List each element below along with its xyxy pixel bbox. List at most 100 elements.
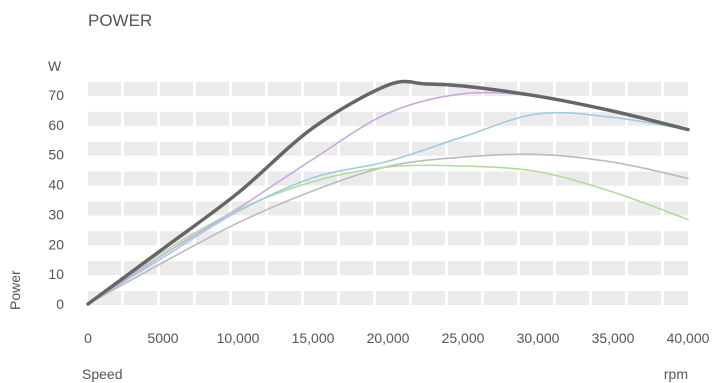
grid-band (448, 291, 481, 305)
grid-band (412, 111, 445, 126)
x-tick-label: 15,000 (292, 330, 335, 346)
x-tick-label: 0 (84, 330, 92, 346)
grid-band (232, 111, 265, 126)
grid-band (628, 171, 661, 186)
grid-band (376, 231, 409, 246)
y-unit-label: W (48, 58, 62, 74)
grid-band (556, 111, 589, 126)
grid-band (160, 261, 193, 276)
grid-band (556, 291, 589, 305)
grid-band (376, 261, 409, 276)
grid-band (88, 231, 121, 246)
grid-band (592, 261, 625, 276)
series-line-4 (87, 164, 689, 305)
x-tick-label: 40,000 (667, 330, 710, 346)
grid-band (124, 111, 157, 126)
grid-band (88, 111, 121, 126)
grid-band (124, 171, 157, 186)
grid-band (304, 201, 337, 216)
grid-band (160, 201, 193, 216)
grid-band (340, 141, 373, 156)
grid-band (340, 111, 373, 126)
grid-band (592, 82, 625, 96)
x-tick-label: 20,000 (367, 330, 410, 346)
grid-band (340, 171, 373, 186)
grid-band (628, 82, 661, 96)
grid-band (520, 231, 553, 246)
grid-band (628, 231, 661, 246)
y-axis-title: Power (7, 270, 23, 310)
grid-band (484, 261, 517, 276)
grid-band (628, 261, 661, 276)
grid-band (484, 171, 517, 186)
grid-band (592, 291, 625, 305)
grid-band (520, 141, 553, 156)
grid-band (196, 82, 229, 96)
grid-band (196, 261, 229, 276)
grid-band (340, 291, 373, 305)
series-lines (86, 79, 690, 306)
grid-band (268, 231, 301, 246)
grid-band (232, 201, 265, 216)
grid-band (484, 201, 517, 216)
grid-band (412, 201, 445, 216)
grid-band (664, 261, 688, 276)
grid-band (376, 291, 409, 305)
grid-band (412, 261, 445, 276)
grid-band (628, 291, 661, 305)
grid-band (664, 141, 688, 156)
grid-band (484, 111, 517, 126)
x-tick-label: 30,000 (517, 330, 560, 346)
y-tick-labels: 0 10 20 30 40 50 60 70 (48, 87, 64, 312)
grid-band (592, 201, 625, 216)
grid-band (268, 82, 301, 96)
grid-band (160, 111, 193, 126)
x-tick-label: 35,000 (592, 330, 635, 346)
y-tick-label: 60 (48, 117, 64, 133)
grid-band (520, 291, 553, 305)
grid-band (556, 201, 589, 216)
grid-band (124, 141, 157, 156)
grid-band (592, 141, 625, 156)
grid-band (160, 171, 193, 186)
grid-band (268, 201, 301, 216)
grid-band (448, 201, 481, 216)
grid-band (88, 82, 121, 96)
grid-band (376, 201, 409, 216)
grid-band (304, 261, 337, 276)
x-unit-label: rpm (664, 366, 688, 382)
grid-band (196, 141, 229, 156)
grid-band (268, 111, 301, 126)
y-tick-label: 20 (48, 236, 64, 252)
grid-band (268, 291, 301, 305)
series-line-3 (87, 111, 689, 305)
y-tick-label: 30 (48, 206, 64, 222)
grid-band (484, 291, 517, 305)
grid-band (448, 171, 481, 186)
grid-band (664, 231, 688, 246)
grid-band (304, 231, 337, 246)
grid-band (88, 291, 121, 305)
grid-band (124, 231, 157, 246)
grid-band (412, 231, 445, 246)
grid-band (628, 201, 661, 216)
grid-band (304, 291, 337, 305)
grid-band (232, 231, 265, 246)
grid-band (664, 171, 688, 186)
grid-band (268, 261, 301, 276)
x-axis-title: Speed (82, 366, 122, 382)
grid-band (196, 171, 229, 186)
chart-title: POWER (88, 11, 152, 30)
grid-band (520, 201, 553, 216)
grid-band (592, 171, 625, 186)
grid-band (664, 201, 688, 216)
grid-band (340, 82, 373, 96)
grid-band (196, 231, 229, 246)
grid-band (448, 231, 481, 246)
grid-band (232, 291, 265, 305)
grid-band (124, 201, 157, 216)
grid-band (484, 141, 517, 156)
y-tick-label: 10 (48, 266, 64, 282)
grid-band (484, 231, 517, 246)
